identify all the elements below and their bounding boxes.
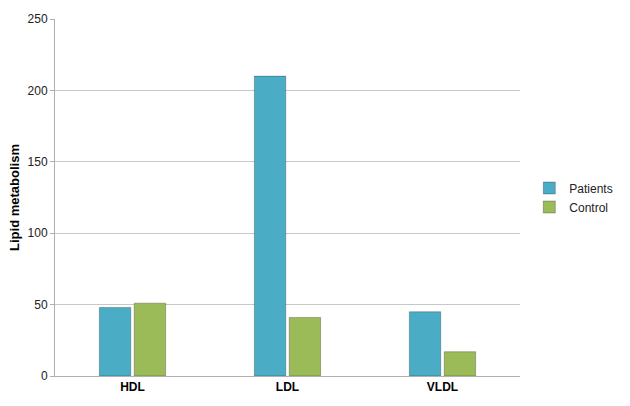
svg-text:HDL: HDL xyxy=(120,380,145,394)
svg-text:50: 50 xyxy=(34,298,48,312)
svg-text:Lipid metabolism: Lipid metabolism xyxy=(7,144,22,251)
svg-text:Control: Control xyxy=(569,201,608,215)
svg-text:200: 200 xyxy=(28,84,48,98)
svg-text:250: 250 xyxy=(28,12,48,26)
svg-text:Patients: Patients xyxy=(569,182,612,196)
svg-text:LDL: LDL xyxy=(276,380,299,394)
svg-text:150: 150 xyxy=(28,155,48,169)
svg-text:0: 0 xyxy=(41,369,48,383)
svg-text:VLDL: VLDL xyxy=(427,380,458,394)
svg-text:100: 100 xyxy=(28,226,48,240)
